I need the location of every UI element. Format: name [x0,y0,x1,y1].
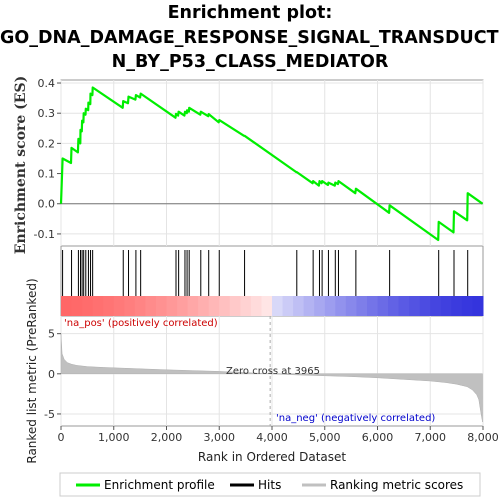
rank-band-segment [366,296,378,316]
rank-band-segment [61,296,73,316]
ranked-metric-y-axis-label: Ranked list metric (PreRanked) [25,278,39,463]
rank-band-segment [177,296,189,316]
rank-band-segment [314,296,326,316]
rank-band-segment [261,296,273,316]
x-tick-label: 1,000 [98,431,130,444]
x-tick-label: 7,000 [415,431,447,444]
rank-band-segment [398,296,410,316]
rank-band-segment [461,296,473,316]
rank-band-segment [472,296,484,316]
legend: Enrichment profile Hits Ranking metric s… [59,472,481,497]
na-neg-label: 'na_neg' (negatively correlated) [276,413,435,424]
rank-band-segment [451,296,463,316]
na-pos-label: 'na_pos' (positively correlated) [64,318,218,329]
es-y-tick-label: 0.1 [38,168,56,181]
ranked-metric-y-ticks: -5 0 5 [44,328,61,421]
rank-band-segment [324,296,336,316]
legend-box [59,472,481,497]
rank-band-segment [282,296,294,316]
x-tick-label: 4,000 [256,431,288,444]
chart-title-line-3: N_BY_P53_CLASS_MEDIATOR [111,52,389,72]
zero-cross-label: Zero cross at 3965 [226,366,320,377]
chart-title-line-1: Enrichment plot: [167,3,333,23]
rank-band-segment [388,296,400,316]
hit-marks [62,250,469,296]
x-ticks: 0 1,000 2,000 3,000 4,000 5,000 6,000 7,000 8,00… [58,426,499,444]
x-tick-label: 3,000 [204,431,236,444]
legend-ranking-label: Ranking metric scores [330,478,463,492]
x-tick-label: 8,000 [467,431,499,444]
rank-band-segment [240,296,252,316]
ranked-metric-area [60,333,483,423]
rank-band-segment [419,296,431,316]
rank-band-segment [250,296,262,316]
rank-band-segment [113,296,125,316]
legend-enrichment-label: Enrichment profile [104,478,215,492]
es-y-tick-label: 0.2 [38,137,56,150]
rank-band-segment [134,296,146,316]
rank-band-segment [229,296,241,316]
chart-title-line-2: GO_DNA_DAMAGE_RESPONSE_SIGNAL_TRANSDUCTI… [0,28,500,48]
es-y-tick-label: 0.0 [38,198,56,211]
legend-hits-label: Hits [258,478,281,492]
x-axis-label: Rank in Ordered Dataset [198,450,346,464]
rank-band-segment [356,296,368,316]
rank-band-segment [187,296,199,316]
enrichment-profile-line [59,86,484,242]
rank-band-segment [345,296,357,316]
ranked-metric-y-tick-label: -5 [44,408,55,421]
rank-band-segment [409,296,421,316]
rank-band-segment [103,296,115,316]
rank-band-segment [92,296,104,316]
x-tick-label: 0 [58,431,65,444]
es-gridlines [60,80,484,246]
es-y-axis-label: Enrichment score (ES) [13,76,29,254]
rank-band-segment [303,296,315,316]
rank-band-segment [166,296,178,316]
rank-band-segment [430,296,442,316]
ranking-color-band [61,296,484,316]
rank-band-segment [145,296,157,316]
rank-band-segment [71,296,83,316]
rank-band-segment [272,296,284,316]
rank-band-segment [219,296,231,316]
es-y-tick-label: 0.4 [38,77,56,90]
ranked-metric-y-tick-label: 0 [48,368,55,381]
es-y-ticks: -0.1 0.0 0.1 0.2 0.3 0.4 [34,77,61,241]
es-y-tick-label: 0.3 [38,107,56,120]
rank-band-segment [124,296,136,316]
rank-band-segment [377,296,389,316]
rank-band-segment [440,296,452,316]
rank-band-segment [155,296,167,316]
rank-band-segment [198,296,210,316]
x-tick-label: 2,000 [151,431,183,444]
rank-band-segment [293,296,305,316]
x-tick-label: 6,000 [362,431,394,444]
rank-band-segment [208,296,220,316]
ranked-metric-y-tick-label: 5 [48,328,55,341]
rank-band-segment [82,296,94,316]
es-y-tick-label: -0.1 [34,228,55,241]
x-tick-label: 5,000 [309,431,341,444]
rank-band-segment [335,296,347,316]
